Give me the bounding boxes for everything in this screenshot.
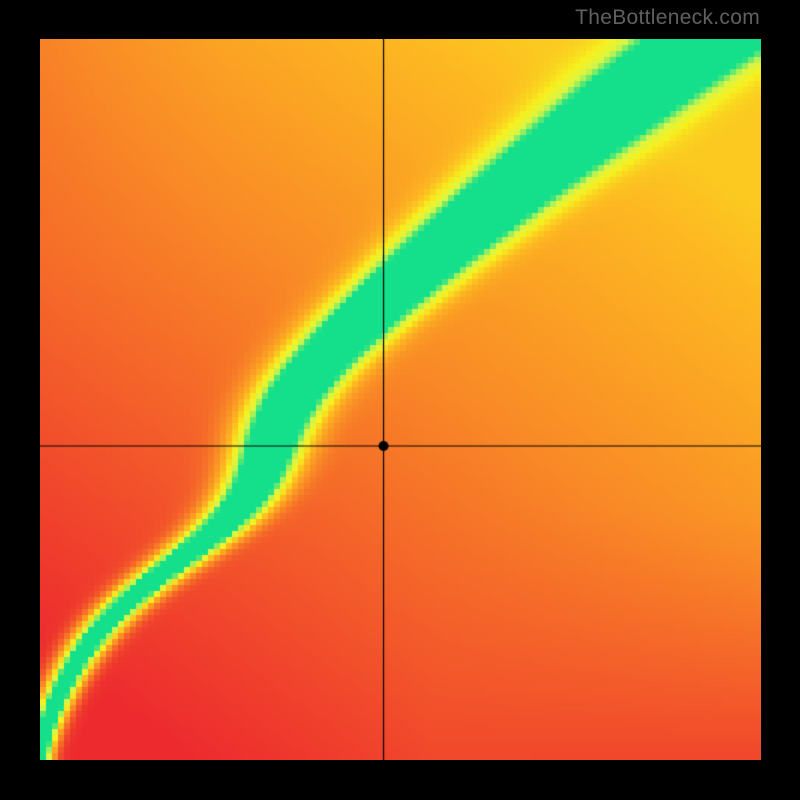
bottleneck-heatmap — [40, 39, 761, 760]
chart-container: TheBottleneck.com — [0, 0, 800, 800]
watermark-text: TheBottleneck.com — [575, 6, 760, 30]
